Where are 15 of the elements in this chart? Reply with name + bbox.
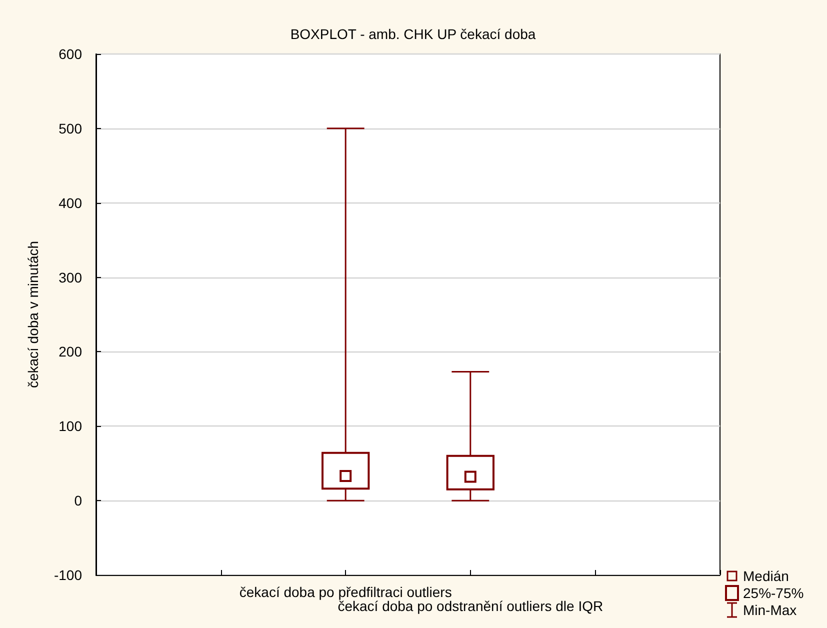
y-tick-label: 0 [74, 492, 82, 509]
y-tick-label: 200 [58, 344, 82, 360]
y-tick-label: 300 [58, 269, 82, 286]
y-tick-label: 500 [58, 120, 82, 136]
y-axis-title: čekací doba v minutách [25, 240, 41, 388]
y-tick-label: 100 [58, 418, 82, 434]
x-tick-label: čekací doba po předfiltraci outliers [239, 584, 452, 600]
text: Min-Max [743, 602, 797, 618]
y-tick-label: 600 [58, 46, 82, 62]
y-tick-label: -100 [54, 567, 82, 583]
y-tick-label: 400 [58, 194, 82, 211]
text: Medián [743, 568, 789, 584]
x-tick-label: čekací doba po odstranění outliers dle IQR [338, 598, 604, 614]
chart-title: BOXPLOT - amb. CHK UP čekací doba [290, 26, 536, 42]
text: 25%-75% [743, 584, 804, 600]
